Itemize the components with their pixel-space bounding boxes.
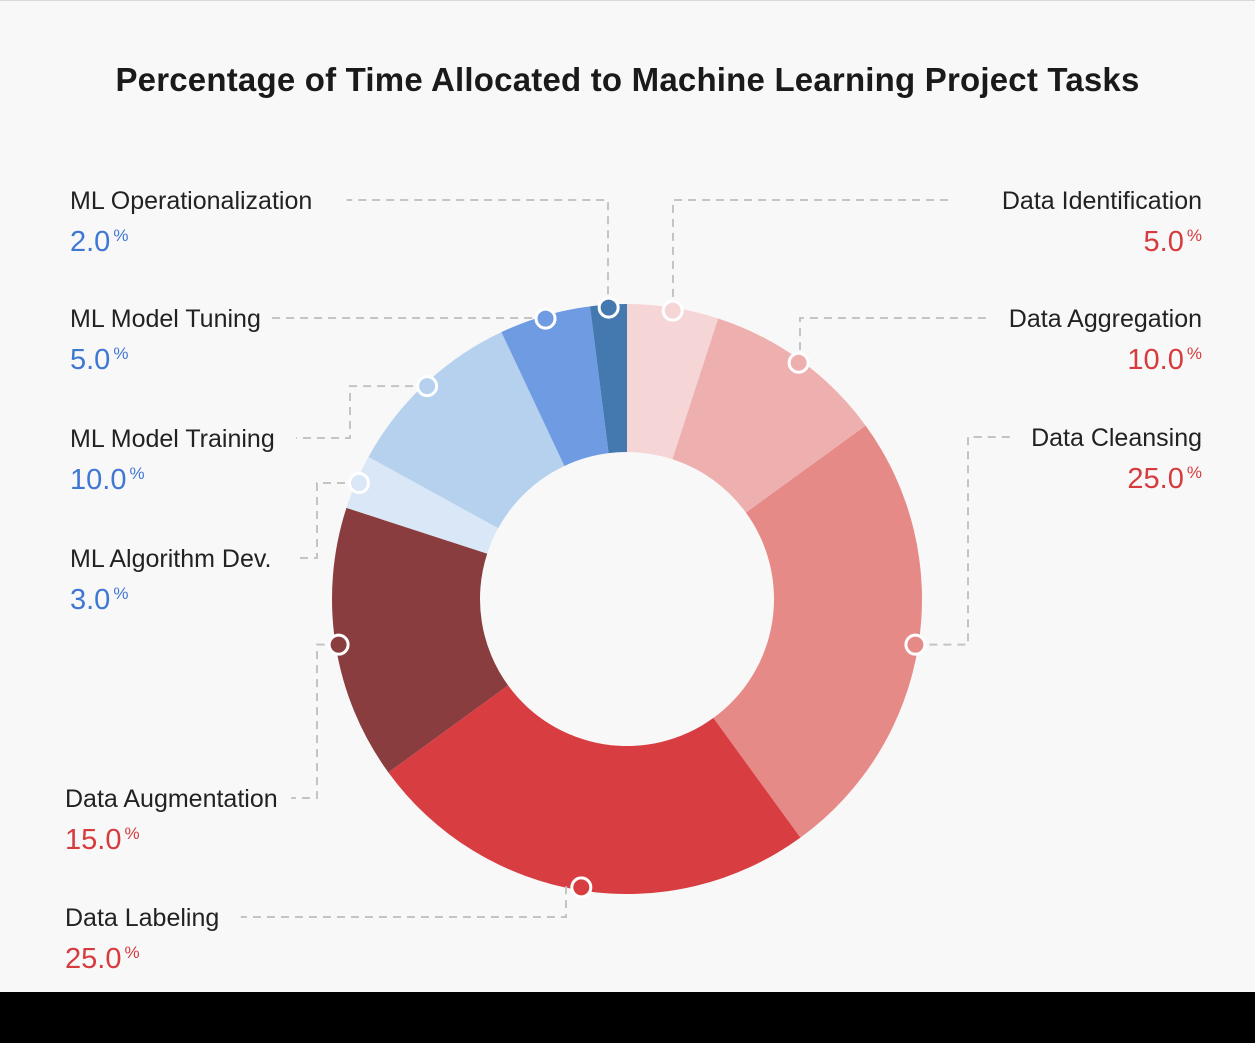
marker-data-identification bbox=[663, 301, 682, 320]
label-ml-algorithm-dev: ML Algorithm Dev. bbox=[70, 545, 271, 573]
marker-ml-operationalization bbox=[599, 298, 618, 317]
value-data-aggregation: 10.0% bbox=[1127, 344, 1202, 376]
leader-data-identification bbox=[673, 200, 953, 311]
value-ml-operationalization: 2.0% bbox=[70, 226, 128, 258]
donut-chart: Data Identification 5.0 % Data Aggregation 1… bbox=[0, 1, 1255, 993]
leader-ml-operationalization bbox=[347, 200, 609, 308]
value-data-augmentation: 15.0% bbox=[65, 824, 140, 856]
leader-data-cleansing bbox=[915, 437, 1015, 645]
label-data-augmentation: Data Augmentation bbox=[65, 785, 278, 813]
leader-ml-model-tuning bbox=[271, 318, 546, 319]
value-data-identification: 5.0% bbox=[1144, 226, 1202, 258]
leader-data-augmentation bbox=[291, 645, 338, 798]
marker-data-cleansing bbox=[906, 635, 925, 654]
chart-canvas: Percentage of Time Allocated to Machine … bbox=[0, 0, 1255, 992]
marker-data-aggregation bbox=[789, 353, 808, 372]
label-data-identification: Data Identification bbox=[1002, 187, 1202, 215]
label-ml-model-training: ML Model Training bbox=[70, 425, 275, 453]
marker-data-labeling bbox=[572, 878, 591, 897]
label-data-aggregation: Data Aggregation bbox=[1009, 305, 1202, 333]
label-data-cleansing: Data Cleansing bbox=[1031, 424, 1202, 452]
value-ml-algorithm-dev: 3.0% bbox=[70, 584, 128, 616]
value-data-labeling: 25.0% bbox=[65, 943, 140, 975]
value-data-cleansing: 25.0% bbox=[1127, 463, 1202, 495]
label-ml-operationalization: ML Operationalization bbox=[70, 187, 312, 215]
leader-data-aggregation bbox=[799, 318, 991, 363]
marker-ml-algorithm-dev bbox=[350, 474, 369, 493]
label-ml-model-tuning: ML Model Tuning bbox=[70, 305, 261, 333]
value-ml-model-tuning: 5.0% bbox=[70, 344, 128, 376]
marker-data-augmentation bbox=[329, 635, 348, 654]
marker-ml-model-tuning bbox=[536, 309, 555, 328]
value-ml-model-training: 10.0% bbox=[70, 464, 145, 496]
leader-data-labeling bbox=[241, 887, 582, 917]
marker-ml-model-training bbox=[418, 377, 437, 396]
label-data-labeling: Data Labeling bbox=[65, 904, 219, 932]
